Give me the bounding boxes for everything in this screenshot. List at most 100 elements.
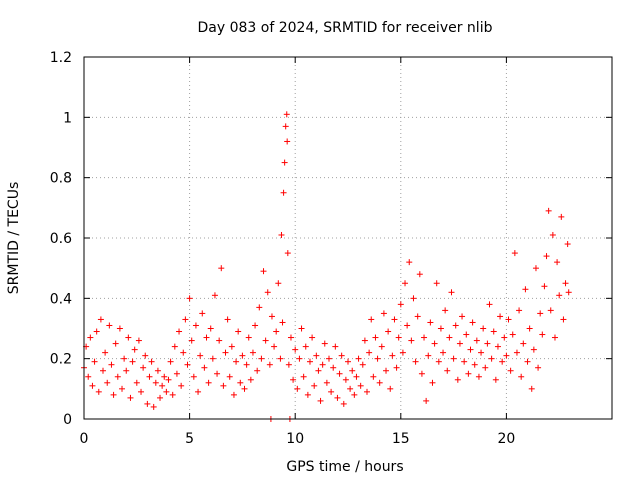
data-point: [180, 349, 187, 356]
data-point: [108, 361, 115, 368]
data-point: [551, 334, 558, 341]
y-tick-label: 0: [63, 412, 72, 428]
data-point: [435, 358, 442, 365]
data-point: [562, 280, 569, 287]
data-point: [364, 388, 371, 395]
data-point: [416, 271, 423, 278]
data-point: [429, 379, 436, 386]
data-point: [224, 316, 231, 323]
data-point: [121, 355, 128, 362]
data-point: [475, 373, 482, 380]
data-point: [159, 382, 166, 389]
data-point: [543, 253, 550, 260]
data-point: [302, 343, 309, 350]
data-point: [342, 376, 349, 383]
data-point: [402, 280, 409, 287]
data-point: [186, 295, 193, 302]
data-point: [135, 337, 142, 344]
data-point: [249, 349, 256, 356]
data-point: [484, 340, 491, 347]
data-point: [351, 391, 358, 398]
data-point: [463, 331, 470, 338]
data-point: [129, 358, 136, 365]
data-point: [336, 370, 343, 377]
data-point: [366, 349, 373, 356]
data-point: [391, 316, 398, 323]
data-point: [425, 352, 432, 359]
data-point: [277, 355, 284, 362]
data-point: [537, 310, 544, 317]
data-point: [340, 400, 347, 407]
data-point: [556, 292, 563, 299]
data-point: [421, 334, 428, 341]
data-point: [532, 265, 539, 272]
x-tick-label: 15: [392, 431, 410, 447]
data-point: [414, 313, 421, 320]
data-point: [184, 361, 191, 368]
data-point: [282, 123, 289, 130]
data-point: [499, 358, 506, 365]
data-point: [368, 316, 375, 323]
data-point: [516, 307, 523, 314]
data-point: [188, 337, 195, 344]
data-point: [247, 376, 254, 383]
data-point: [330, 364, 337, 371]
y-tick-label: 0.6: [50, 231, 72, 247]
data-point: [450, 355, 457, 362]
data-point: [154, 367, 161, 374]
x-tick-label: 5: [185, 431, 194, 447]
data-point: [442, 307, 449, 314]
data-point: [279, 319, 286, 326]
data-point: [408, 337, 415, 344]
x-tick-label: 0: [80, 431, 89, 447]
data-point: [437, 325, 444, 332]
data-point: [494, 343, 501, 350]
series-srmtid: [81, 111, 572, 422]
data-point: [218, 265, 225, 272]
data-point: [214, 370, 221, 377]
data-point: [226, 373, 233, 380]
data-point: [524, 358, 531, 365]
axis-ticks: [83, 56, 612, 420]
data-point: [482, 364, 489, 371]
data-point: [385, 328, 392, 335]
data-point: [325, 355, 332, 362]
data-point: [306, 358, 313, 365]
data-point: [100, 367, 107, 374]
data-point: [459, 313, 466, 320]
y-tick-label: 1.2: [50, 50, 72, 66]
grid: [84, 57, 612, 419]
y-tick-label: 0.8: [50, 171, 72, 187]
data-point: [131, 346, 138, 353]
data-point: [513, 349, 520, 356]
data-point: [239, 352, 246, 359]
data-point: [271, 343, 278, 350]
data-point: [190, 373, 197, 380]
data-point: [345, 358, 351, 365]
data-point: [112, 340, 119, 347]
y-tick-label: 0.2: [50, 352, 72, 368]
data-point: [205, 379, 212, 386]
data-point: [285, 361, 292, 368]
data-point: [501, 334, 508, 341]
data-point: [486, 301, 493, 308]
y-tick-label: 1: [63, 110, 72, 126]
data-point: [323, 379, 330, 386]
data-point: [262, 337, 269, 344]
data-point: [361, 337, 368, 344]
x-tick-label: 10: [286, 431, 304, 447]
y-axis-label: SRMTID / TECUs: [6, 182, 22, 295]
data-point: [480, 325, 487, 332]
data-point: [332, 343, 339, 350]
data-point: [298, 325, 305, 332]
data-point: [507, 367, 514, 374]
data-point: [374, 355, 381, 362]
data-point: [243, 361, 250, 368]
data-point: [125, 334, 132, 341]
data-point: [256, 304, 263, 311]
data-point: [146, 373, 153, 380]
data-point: [488, 355, 495, 362]
data-point: [284, 250, 291, 257]
data-point: [393, 364, 400, 371]
data-point: [311, 382, 318, 389]
